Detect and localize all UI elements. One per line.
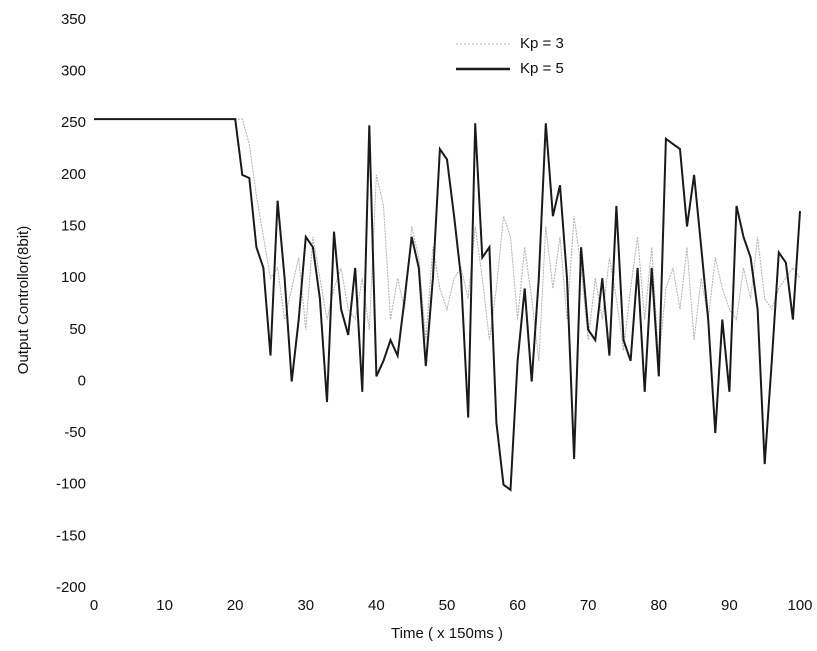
- x-tick-label: 60: [509, 597, 526, 614]
- y-tick-label: -150: [56, 527, 86, 544]
- y-tick-label: 300: [61, 63, 86, 80]
- x-tick-label: 90: [721, 597, 738, 614]
- legend-label: Kp = 5: [520, 60, 564, 77]
- x-tick-label: 10: [156, 597, 173, 614]
- x-tick-label: 100: [787, 597, 812, 614]
- x-tick-label: 20: [227, 597, 244, 614]
- x-tick-label: 80: [650, 597, 667, 614]
- x-tick-label: 0: [90, 597, 98, 614]
- y-tick-label: 50: [69, 321, 86, 338]
- y-tick-label: -200: [56, 579, 86, 596]
- y-tick-label: 200: [61, 166, 86, 183]
- x-tick-label: 70: [580, 597, 597, 614]
- y-axis-label: Output Controllor(8bit): [15, 226, 32, 374]
- x-axis-label: Time ( x 150ms ): [391, 625, 503, 642]
- y-tick-label: -50: [64, 424, 86, 441]
- y-tick-label: 100: [61, 269, 86, 286]
- x-tick-label: 50: [439, 597, 456, 614]
- y-tick-label: 150: [61, 218, 86, 235]
- x-tick-label: 40: [368, 597, 385, 614]
- line-series: [94, 118, 801, 492]
- x-tick-label: 30: [297, 597, 314, 614]
- line-series: [94, 118, 801, 361]
- y-tick-label: 0: [78, 372, 86, 389]
- y-tick-label: -100: [56, 476, 86, 493]
- legend-label: Kp = 3: [520, 35, 564, 52]
- y-tick-label: 250: [61, 114, 86, 131]
- y-tick-label: 350: [61, 11, 86, 28]
